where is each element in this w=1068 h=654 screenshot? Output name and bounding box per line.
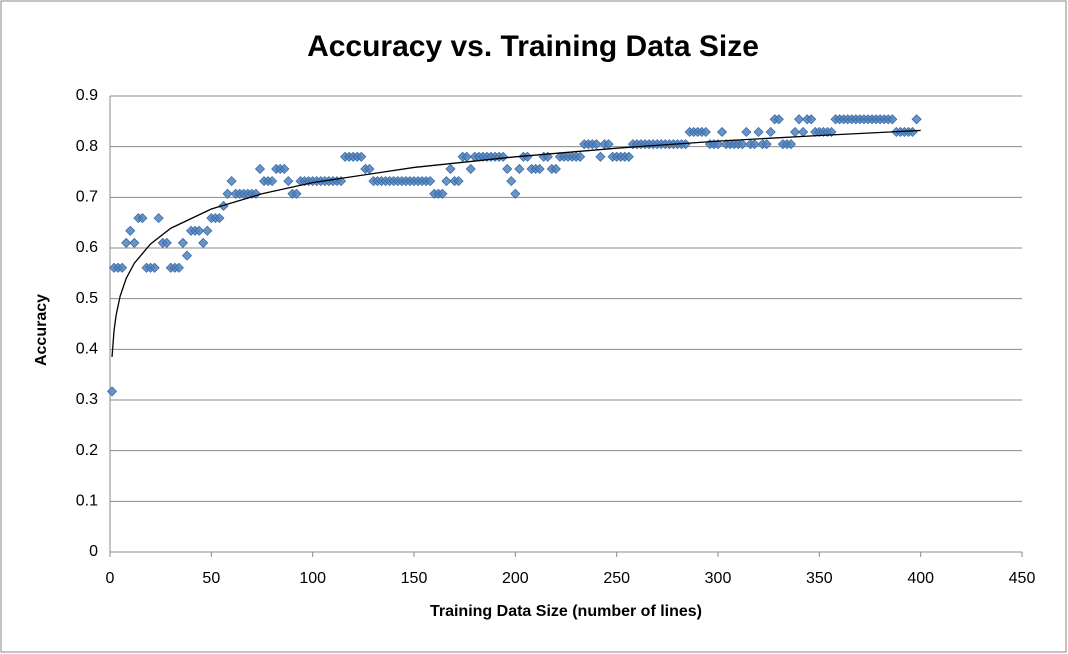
point — [125, 225, 136, 236]
y-tick-label: 0.4 — [76, 341, 98, 358]
point — [465, 163, 476, 175]
point — [198, 237, 209, 248]
point — [222, 188, 233, 199]
point — [149, 262, 160, 273]
point — [425, 176, 436, 187]
y-tick-label: 0.5 — [76, 290, 98, 307]
point — [214, 213, 225, 224]
y-tick-label: 0 — [89, 543, 98, 560]
point — [283, 176, 294, 187]
point — [173, 262, 184, 273]
point — [575, 151, 586, 162]
point — [712, 139, 724, 150]
point — [498, 151, 509, 162]
point — [129, 237, 140, 248]
point — [741, 126, 752, 138]
point — [437, 188, 448, 199]
x-tick-label: 350 — [806, 570, 833, 587]
point — [291, 188, 302, 199]
x-axis-label: Training Data Size (number of lines) — [430, 603, 702, 620]
trendline — [111, 129, 921, 357]
point — [749, 139, 760, 150]
point — [364, 163, 375, 175]
point — [623, 151, 634, 162]
point — [356, 151, 367, 162]
point — [506, 176, 517, 187]
point — [441, 176, 452, 187]
point — [595, 151, 606, 162]
point — [887, 114, 898, 125]
x-tick-label: 400 — [907, 570, 934, 587]
point — [785, 139, 797, 150]
chart-title: Accuracy vs. Training Data Size — [307, 30, 759, 63]
y-tick-label: 0.9 — [76, 87, 98, 104]
point — [911, 114, 922, 125]
point — [773, 114, 784, 125]
point — [510, 188, 521, 199]
point — [202, 225, 213, 236]
y-tick-label: 0.3 — [76, 391, 98, 408]
x-tick-label: 150 — [401, 570, 428, 587]
point — [753, 126, 764, 138]
point — [250, 188, 261, 199]
point — [794, 114, 805, 125]
point — [177, 237, 189, 248]
y-tick-label: 0.6 — [76, 239, 98, 256]
point — [181, 250, 193, 261]
x-tick-label: 250 — [603, 570, 630, 587]
point — [153, 213, 164, 224]
point — [550, 163, 561, 175]
x-tick-label: 100 — [299, 570, 326, 587]
point — [445, 163, 456, 175]
x-tick-label: 300 — [705, 570, 732, 587]
point — [161, 237, 172, 248]
point — [106, 386, 118, 397]
point — [137, 213, 148, 224]
point — [761, 139, 772, 150]
point — [267, 176, 278, 187]
point — [765, 126, 776, 138]
point — [700, 126, 711, 138]
point — [737, 139, 748, 150]
y-axis-label: Accuracy — [33, 294, 50, 366]
point — [591, 139, 602, 150]
point — [279, 163, 290, 175]
point — [716, 126, 728, 138]
y-tick-label: 0.8 — [76, 138, 98, 155]
point — [226, 176, 237, 187]
point — [514, 163, 525, 175]
point — [453, 176, 464, 187]
point — [806, 114, 817, 125]
point — [254, 163, 266, 175]
point — [534, 163, 545, 175]
point — [121, 237, 132, 248]
point — [194, 225, 205, 236]
point — [117, 262, 128, 273]
x-tick-label: 0 — [106, 570, 115, 587]
x-tick-label: 50 — [202, 570, 220, 587]
y-tick-label: 0.2 — [76, 442, 98, 459]
y-tick-label: 0.1 — [76, 493, 98, 510]
y-tick-label: 0.7 — [76, 189, 98, 206]
point — [502, 163, 513, 175]
x-tick-label: 200 — [502, 570, 529, 587]
x-tick-label: 450 — [1009, 570, 1036, 587]
